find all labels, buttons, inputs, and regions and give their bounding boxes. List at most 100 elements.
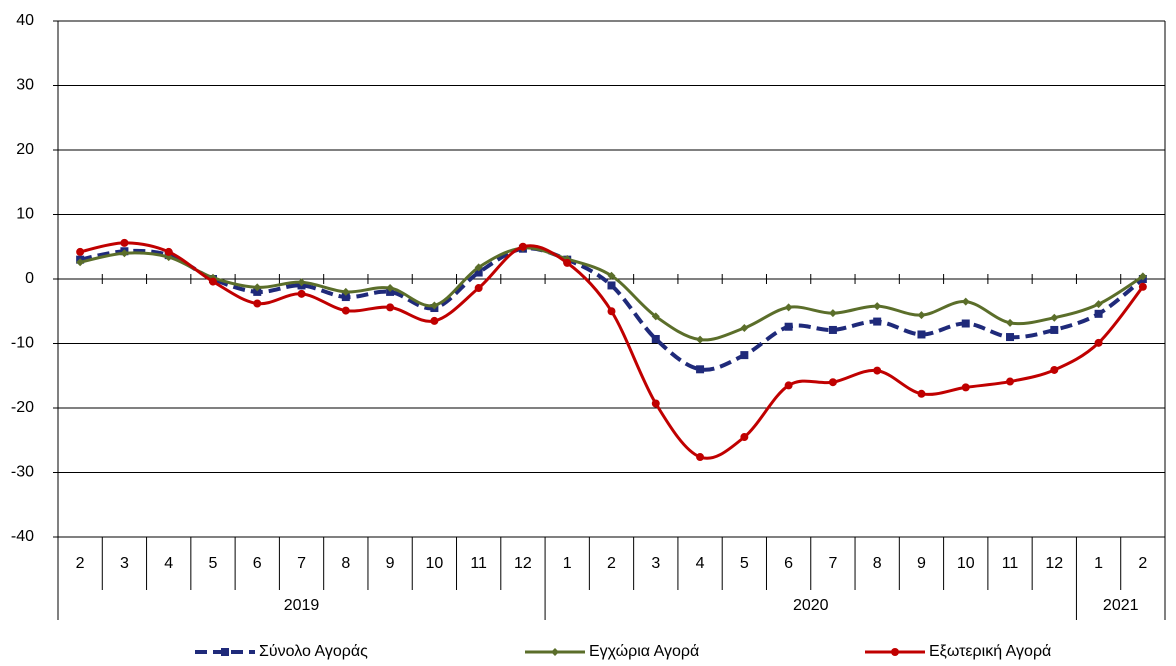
marker — [828, 325, 837, 334]
marker — [828, 378, 837, 387]
x-tick-label: 8 — [341, 555, 350, 572]
legend-label: Σύνολο Αγοράς — [259, 643, 368, 660]
marker — [961, 319, 970, 328]
year-label: 2020 — [793, 597, 829, 614]
marker — [1138, 272, 1147, 281]
marker — [253, 299, 262, 308]
marker — [917, 330, 926, 339]
marker — [76, 258, 85, 267]
marker — [1094, 338, 1103, 347]
y-tick-label: 0 — [25, 270, 34, 287]
marker — [740, 433, 749, 442]
marker — [386, 303, 395, 312]
marker — [164, 247, 173, 256]
marker — [873, 302, 882, 311]
y-tick-label: 10 — [16, 206, 34, 223]
marker — [253, 287, 262, 296]
marker — [1006, 333, 1015, 342]
marker — [563, 258, 572, 267]
marker — [607, 281, 616, 290]
year-label: 2019 — [284, 597, 320, 614]
marker — [474, 268, 483, 277]
marker — [828, 309, 837, 318]
marker — [297, 278, 306, 287]
marker — [208, 277, 217, 286]
y-tick-label: -10 — [11, 335, 34, 352]
x-tick-label: 2 — [76, 555, 85, 572]
marker — [696, 453, 705, 462]
x-tick-label: 6 — [784, 555, 793, 572]
marker — [873, 366, 882, 375]
marker — [784, 303, 793, 312]
marker — [696, 365, 705, 374]
x-tick-label: 8 — [873, 555, 882, 572]
x-tick-label: 2 — [1138, 555, 1147, 572]
marker — [430, 316, 439, 325]
marker — [961, 297, 970, 306]
x-tick-label: 12 — [1045, 555, 1063, 572]
marker — [120, 238, 129, 247]
x-tick-label: 11 — [470, 555, 487, 572]
marker — [297, 289, 306, 298]
x-tick-label: 1 — [1094, 555, 1103, 572]
marker — [651, 334, 660, 343]
marker — [784, 322, 793, 331]
x-tick-label: 10 — [957, 555, 975, 572]
y-tick-label: -40 — [11, 528, 34, 545]
marker — [607, 307, 616, 316]
x-tick-label: 9 — [917, 555, 926, 572]
marker — [1050, 365, 1059, 374]
x-tick-label: 1 — [563, 555, 572, 572]
marker — [651, 399, 660, 408]
year-label: 2021 — [1103, 597, 1139, 614]
marker — [740, 351, 749, 360]
marker — [341, 293, 350, 302]
x-tick-label: 12 — [514, 555, 532, 572]
marker — [341, 287, 350, 296]
x-tick-label: 3 — [651, 555, 660, 572]
marker — [891, 648, 899, 656]
y-tick-label: 20 — [16, 141, 34, 158]
marker — [1006, 377, 1015, 386]
marker — [740, 324, 749, 333]
marker — [917, 389, 926, 398]
marker — [696, 335, 705, 344]
x-tick-label: 7 — [297, 555, 306, 572]
x-tick-label: 5 — [740, 555, 749, 572]
marker — [1050, 325, 1059, 334]
marker — [1050, 313, 1059, 322]
marker — [551, 648, 559, 656]
marker — [120, 249, 129, 258]
marker — [651, 312, 660, 321]
marker — [253, 283, 262, 292]
x-tick-label: 4 — [164, 555, 173, 572]
marker — [341, 306, 350, 315]
y-tick-label: 30 — [16, 77, 34, 94]
legend-label: Εγχώρια Αγορά — [589, 643, 699, 660]
marker — [1094, 300, 1103, 309]
marker — [518, 242, 527, 251]
y-tick-label: -20 — [11, 399, 34, 416]
x-tick-label: 3 — [120, 555, 129, 572]
legend-label: Εξωτερική Αγορά — [929, 643, 1051, 660]
x-tick-label: 4 — [696, 555, 705, 572]
marker — [917, 311, 926, 320]
x-tick-label: 6 — [253, 555, 262, 572]
marker — [873, 317, 882, 326]
marker — [1006, 318, 1015, 327]
x-tick-label: 11 — [1002, 555, 1019, 572]
marker — [961, 383, 970, 392]
marker — [386, 284, 395, 293]
marker — [474, 284, 483, 293]
marker — [76, 247, 85, 256]
marker — [1094, 309, 1103, 318]
y-tick-label: -30 — [11, 464, 34, 481]
marker — [607, 271, 616, 280]
marker — [1138, 282, 1147, 291]
x-tick-label: 10 — [425, 555, 443, 572]
y-tick-label: 40 — [16, 12, 34, 29]
x-tick-label: 7 — [828, 555, 837, 572]
x-tick-label: 9 — [386, 555, 395, 572]
x-tick-label: 5 — [209, 555, 218, 572]
